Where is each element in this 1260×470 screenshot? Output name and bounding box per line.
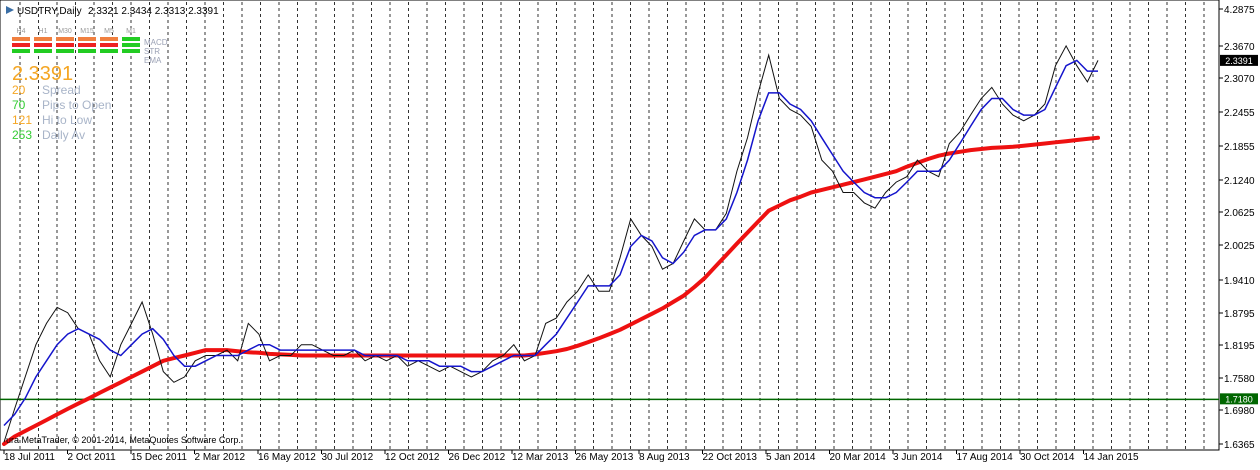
signal-bar [12,43,30,47]
price-tick-label: 1.8795 [1224,309,1255,320]
plot-frame [0,0,1220,451]
signal-bar [122,49,140,53]
signal-bar [100,49,118,53]
bid-price-label [1220,54,1258,66]
stat-hilo-value: 121 [12,113,33,127]
tf-label-m5: M5 [104,28,114,35]
signal-bar [78,43,96,47]
price-tick-label: 4.2875 [1224,5,1255,16]
level-price-text: 1.7180 [1225,394,1253,404]
vertical-grid [19,2,1205,450]
stat-daily-value: 253 [12,128,33,142]
time-tick-label: 18 Jul 2011 [4,452,55,463]
price-tick-label: 2.3070 [1224,74,1255,85]
price-tick-label: 2.3670 [1224,42,1255,53]
signal-bar [78,49,96,53]
indicator-label-ema: EMA [144,56,162,65]
stat-daily-label: Daily Av [42,128,86,142]
time-tick-label: 16 May 2012 [258,452,316,463]
signal-bar [34,43,52,47]
signal-bar [100,43,118,47]
time-tick-label: 2 Mar 2012 [195,452,246,463]
str-signal-row [12,41,140,47]
signal-bar [78,37,96,41]
time-tick-label: 14 Jan 2015 [1084,452,1139,463]
signal-bar [12,37,30,41]
stat-spread-label: Spread [42,83,81,97]
chart-title: USDTRY,Daily [17,6,82,17]
time-tick-label: 22 Oct 2013 [703,452,758,463]
price-tick-label: 2.1240 [1224,176,1255,187]
time-tick-label: 20 Mar 2014 [830,452,887,463]
price-tick-label: 1.8195 [1224,341,1255,352]
signal-bar [122,43,140,47]
stat-daily-av: 253 Daily Av [12,128,85,142]
price-axis[interactable]: 4.2875 2.3670 2.3070 2.2455 2.1855 2.1240 2.06… [1219,5,1255,451]
ohlc-values: 2.3321 2.3434 2.3313 2.3391 [88,6,219,17]
signal-bar [56,37,74,41]
price-tick-label: 1.6365 [1224,440,1255,451]
time-tick-label: 5 Jan 2014 [766,452,816,463]
tf-label-m15: M15 [80,28,94,35]
stat-pips-to-open: 70 Pips to Open [12,98,111,112]
copyright-text: ura MetaTrader, © 2001-2014, MetaQuotes … [6,435,241,445]
signal-bar [56,49,74,53]
stat-pips-value: 70 [12,98,26,112]
ma-blue-line [3,59,1098,427]
signal-bar [122,37,140,41]
price-tick-label: 2.2455 [1224,108,1255,119]
tf-label-m1: M1 [126,28,136,35]
signal-bar [100,37,118,41]
tf-label-m30: M30 [58,28,72,35]
price-tick-label: 1.6980 [1224,406,1255,417]
time-tick-label: 15 Dec 2011 [131,452,187,463]
time-tick-label: 12 Mar 2013 [512,452,569,463]
time-tick-label: 30 Oct 2014 [1020,452,1075,463]
chart-menu-icon[interactable] [6,6,14,14]
macd-signal-row [12,35,140,41]
signal-bar [56,43,74,47]
signal-bar [34,49,52,53]
timeframe-panel: H4 H1 M30 M15 M5 M1 [12,28,140,53]
time-tick-label: 26 May 2013 [576,452,634,463]
stat-spread-value: 20 [12,83,26,97]
time-tick-label: 2 Oct 2011 [68,452,117,463]
price-tick-label: 2.0625 [1224,208,1255,219]
stat-spread: 20 Spread [12,83,81,97]
price-tick-label: 1.7580 [1224,374,1255,385]
signal-bar [34,37,52,41]
time-tick-label: 30 Jul 2012 [322,452,374,463]
stat-pips-label: Pips to Open [42,98,112,112]
bid-price-text: 2.3391 [1225,56,1253,66]
price-tick-label: 1.9410 [1224,276,1255,287]
price-tick-label: 2.1855 [1224,142,1255,153]
stat-hilo-label: Hi to Low [42,113,93,127]
stat-hi-to-low: 121 Hi to Low [12,113,92,127]
tf-label-h4: H4 [16,28,26,35]
level-price-label [1220,393,1258,405]
price-line [3,44,1099,443]
time-tick-label: 26 Dec 2012 [449,452,506,463]
indicator-label-macd: MACD [144,38,168,47]
current-price-display: 2.3391 [12,63,74,85]
indicator-label-str: STR [144,47,160,56]
signal-bar [12,49,30,53]
time-tick-label: 17 Aug 2014 [957,452,1014,463]
price-tick-label: 2.0025 [1224,241,1255,252]
time-tick-label: 12 Oct 2012 [385,452,440,463]
tf-label-h1: H1 [38,28,48,35]
ema-signal-row [12,47,140,53]
time-tick-label: 3 Jun 2014 [893,452,943,463]
time-tick-label: 8 Aug 2013 [639,452,690,463]
time-axis[interactable]: 18 Jul 2011 2 Oct 2011 15 Dec 2011 2 Mar 20… [3,450,1139,463]
